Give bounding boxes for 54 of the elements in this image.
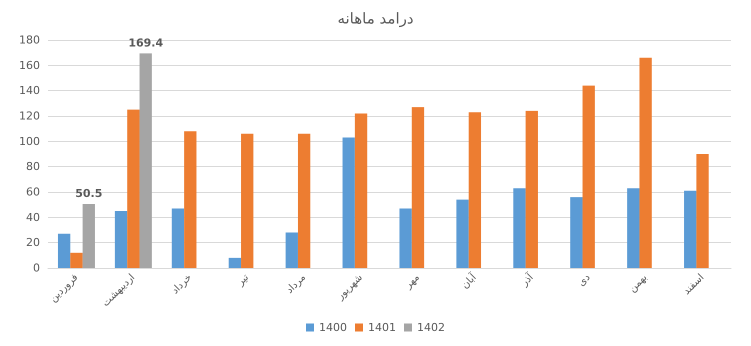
bar: [342, 138, 355, 268]
x-tick-label: اردیبهشت: [100, 272, 138, 309]
bar: [627, 188, 640, 268]
bar: [456, 200, 469, 268]
bar: [82, 204, 95, 268]
bar: [114, 211, 128, 268]
y-tick-label: 0: [33, 262, 40, 274]
x-tick-label: آذر: [517, 270, 537, 290]
bar: [570, 197, 583, 268]
x-tick-label: آبان: [458, 270, 480, 292]
bar: [58, 234, 70, 268]
bar: [184, 131, 196, 268]
x-tick-label: بهمن: [627, 272, 650, 295]
bar: [696, 154, 709, 268]
y-tick-label: 80: [26, 160, 40, 174]
bar: [468, 112, 482, 268]
x-tick-label: اسفند: [681, 272, 706, 298]
y-tick-label: 180: [19, 34, 40, 46]
data-label: 50.5: [75, 187, 102, 200]
x-tick-label: دی: [576, 272, 593, 289]
bar: [127, 110, 140, 268]
bar: [513, 188, 526, 268]
legend-label: 1401: [368, 321, 396, 334]
y-tick-label: 100: [19, 134, 40, 148]
x-tick-label: خرداد: [170, 272, 194, 296]
bar: [70, 252, 83, 268]
x-tick-label: فروردین: [48, 272, 80, 304]
bar: [241, 134, 254, 268]
x-tick-label: تیر: [234, 272, 252, 289]
bar: [140, 53, 152, 268]
y-tick-label: 140: [19, 84, 40, 98]
bar: [582, 86, 595, 268]
y-tick-label: 20: [26, 236, 40, 250]
bar: [172, 208, 184, 268]
bar: [412, 107, 424, 268]
y-tick-label: 160: [19, 58, 40, 72]
y-tick-label: 40: [26, 210, 40, 224]
bar: [298, 134, 310, 268]
chart-title: درامد ماهانه: [337, 10, 414, 28]
legend-label: 1402: [416, 321, 445, 334]
x-tick-label: مهر: [402, 272, 422, 292]
y-tick-label: 120: [19, 110, 40, 122]
bar: [354, 113, 368, 268]
bar: [286, 232, 298, 268]
legend-label: 1400: [319, 321, 348, 334]
bar: [399, 208, 412, 268]
bar: [526, 110, 538, 268]
bar: [639, 58, 652, 268]
y-tick-label: 60: [26, 186, 40, 198]
bar: [228, 258, 242, 268]
bar: [684, 190, 696, 268]
x-tick-label: شهریور: [334, 272, 365, 303]
data-label: 169.4: [128, 36, 164, 50]
x-tick-label: مرداد: [284, 272, 308, 296]
